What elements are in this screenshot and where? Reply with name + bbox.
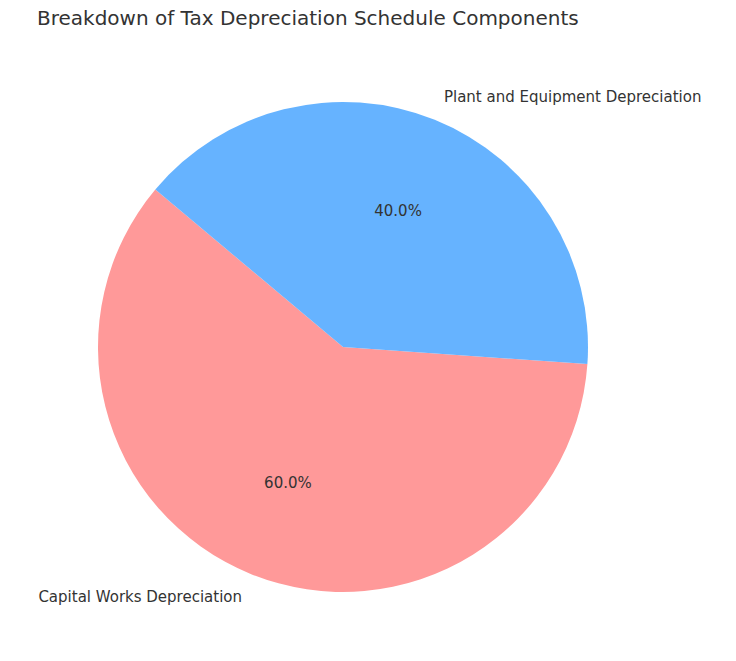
svg-text:Capital Works Depreciation: Capital Works Depreciation [38, 588, 242, 606]
svg-text:Plant and Equipment Depreciati: Plant and Equipment Depreciation [444, 88, 701, 106]
svg-text:40.0%: 40.0% [374, 202, 422, 220]
html-text:Breakdown of Tax Depreciation: Breakdown of Tax Depreciation Schedule C… [37, 6, 579, 30]
svg-text:60.0%: 60.0% [264, 474, 312, 492]
